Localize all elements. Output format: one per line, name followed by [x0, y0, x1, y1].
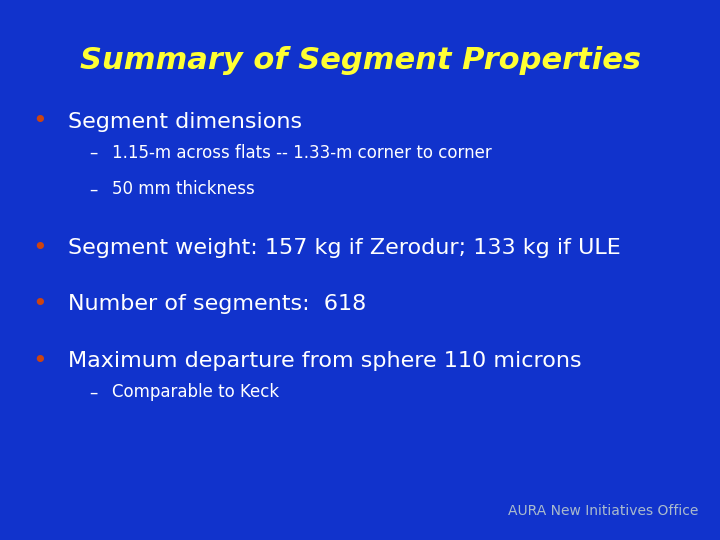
- Text: Segment weight: 157 kg if Zerodur; 133 kg if ULE: Segment weight: 157 kg if Zerodur; 133 k…: [68, 238, 621, 258]
- Text: •: •: [32, 236, 47, 260]
- Text: –: –: [89, 180, 98, 198]
- Text: Segment dimensions: Segment dimensions: [68, 111, 302, 132]
- Text: Comparable to Keck: Comparable to Keck: [112, 383, 279, 401]
- Text: Number of segments:  618: Number of segments: 618: [68, 294, 366, 314]
- Text: •: •: [32, 293, 47, 316]
- Text: 50 mm thickness: 50 mm thickness: [112, 180, 254, 198]
- Text: Maximum departure from sphere 110 microns: Maximum departure from sphere 110 micron…: [68, 351, 582, 371]
- Text: 1.15-m across flats -- 1.33-m corner to corner: 1.15-m across flats -- 1.33-m corner to …: [112, 144, 491, 161]
- Text: –: –: [89, 383, 98, 401]
- Text: AURA New Initiatives Office: AURA New Initiatives Office: [508, 504, 698, 518]
- Text: –: –: [89, 144, 98, 161]
- Text: •: •: [32, 349, 47, 373]
- Text: Summary of Segment Properties: Summary of Segment Properties: [79, 46, 641, 75]
- Text: •: •: [32, 110, 47, 133]
